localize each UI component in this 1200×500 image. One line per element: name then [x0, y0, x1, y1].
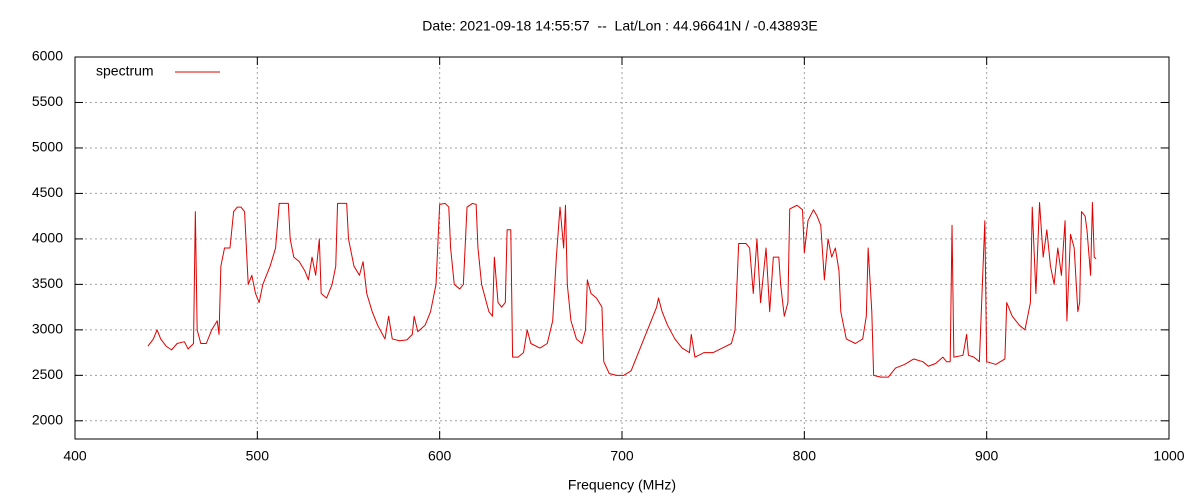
x-tick-label: 800 [793, 448, 817, 464]
data-line [147, 202, 1097, 378]
x-axis-label: Frequency (MHz) [568, 477, 676, 493]
y-tick-label: 5000 [32, 139, 63, 155]
chart-title: Date: 2021-09-18 14:55:57 -- Lat/Lon : 4… [422, 18, 817, 34]
x-tick-label: 1000 [1153, 448, 1184, 464]
y-tick-label: 2000 [32, 412, 63, 428]
y-tick-label: 6000 [32, 48, 63, 64]
plot-frame [74, 56, 1170, 440]
x-tick-label: 900 [975, 448, 999, 464]
y-tick-label: 4000 [32, 230, 63, 246]
y-tick-label: 5500 [32, 93, 63, 109]
y-tick-label: 3500 [32, 275, 63, 291]
x-tick-label: 500 [246, 448, 270, 464]
x-tick-label: 400 [63, 448, 87, 464]
x-tick-label: 600 [428, 448, 452, 464]
x-tick-label: 700 [610, 448, 634, 464]
legend-label: spectrum [96, 63, 154, 79]
y-tick-label: 4500 [32, 184, 63, 200]
y-tick-label: 2500 [32, 366, 63, 382]
y-tick-label: 3000 [32, 321, 63, 337]
